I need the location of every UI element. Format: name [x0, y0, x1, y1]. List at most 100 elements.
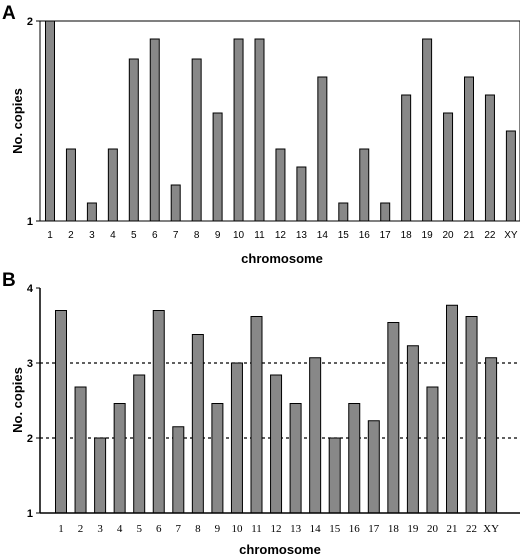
panel-b-bar-chr-6	[152, 310, 165, 514]
panel-b-x-tick-label: 3	[97, 523, 103, 535]
panel-b-bar-chr-10	[230, 362, 243, 514]
panel-a-x-tick-label: 13	[296, 230, 308, 241]
panel-b-x-tick-label: 2	[78, 523, 84, 535]
panel-a-x-tick-label: 18	[401, 230, 413, 241]
panel-b-x-tick-label: 14	[310, 523, 322, 535]
panel-b-bar-chr-3	[94, 437, 107, 514]
panel-b-x-tick-label: 21	[447, 523, 458, 535]
panel-b-bar-chr-2	[74, 386, 87, 514]
panel-a-x-tick-label: 6	[152, 230, 158, 241]
panel-b-x-tick-label: 11	[251, 523, 262, 535]
panel-a-bar-chr-4	[107, 148, 118, 222]
panel-a-bar-chr-8	[191, 58, 202, 222]
panel-a-bar-chr-3	[86, 202, 97, 222]
panel-b-x-tick-label: 6	[156, 523, 162, 535]
panel-a-bar-chr-17	[380, 202, 391, 222]
panel-b-bar-chr-1	[55, 310, 67, 514]
panel-b-x-tick-label: 4	[117, 523, 123, 535]
panel-a-x-tick-label: 3	[89, 230, 95, 241]
panel-a-bar-chr-10	[233, 38, 244, 222]
panel-a-x-tick-label: 10	[233, 230, 245, 241]
panel-a-x-tick-label: 9	[215, 230, 221, 241]
panel-a-x-tick-label: 2	[68, 230, 74, 241]
panel-a-x-axis-label: chromosome	[241, 251, 323, 266]
panel-b-x-tick-label: 20	[427, 523, 439, 535]
panel-a-bar-chr-9	[212, 112, 223, 222]
panel-a-bar-chr-1	[45, 20, 55, 222]
panel-b-x-tick-label: 1	[58, 523, 64, 535]
panel-b-bar-chr-19	[406, 345, 419, 514]
panel-a-bar-chr-XY	[505, 130, 516, 222]
panel-b-x-tick-label: 19	[407, 523, 419, 535]
panel-b-x-axis-label: chromosome	[239, 542, 321, 557]
panel-b-bar-chr-15	[328, 437, 341, 514]
panel-a-x-tick-label: 5	[131, 230, 137, 241]
panel-b-bar-chr-12	[270, 374, 283, 514]
panel-a-bar-chr-7	[170, 184, 181, 222]
panel-a-bar-chr-11	[254, 38, 265, 222]
panel-b-x-tick-label: 15	[329, 523, 341, 535]
panel-a-bar-chr-6	[149, 38, 160, 222]
panel-b-bar-chr-22	[465, 316, 478, 514]
chart-panel-a: No. copies chromosome 1 2 3 4 5 6 7 8 9 10 11 12 13 1…	[10, 16, 520, 266]
panel-b-bar-chr-4	[113, 403, 126, 514]
panel-a-x-tick-label: 17	[380, 230, 392, 241]
panel-a-y-tick-label: 2	[27, 16, 33, 28]
panel-a-x-tick-label: 20	[442, 230, 454, 241]
panel-b-x-tick-label: 12	[271, 523, 282, 535]
panel-a-x-tick-label: 21	[463, 230, 475, 241]
panel-b-y-axis-label: No. copies	[10, 367, 25, 433]
panel-a-bar-chr-13	[296, 166, 307, 222]
panel-a-y-axis-label: No. copies	[10, 88, 25, 154]
panel-a-x-tick-label: 19	[422, 230, 434, 241]
panel-b-x-tick-label: 5	[136, 523, 142, 535]
panel-a-x-tick-label: 4	[110, 230, 116, 241]
panel-b-y-tick-label: 2	[27, 433, 33, 445]
panel-a-bar-chr-21	[464, 76, 474, 222]
panel-a-y-tick-label: 1	[27, 216, 33, 228]
panel-a-x-tick-label: XY	[504, 230, 518, 241]
panel-b-bar-chr-13	[289, 403, 302, 514]
panel-b-y-tick-label: 3	[27, 358, 33, 370]
panel-b-x-tick-label: 8	[195, 523, 201, 535]
panel-b-bar-chr-8	[191, 334, 204, 514]
panel-b-x-tick-label: 10	[231, 523, 243, 535]
panel-a-x-tick-label: 11	[254, 230, 265, 241]
panel-b-x-tick-label: 18	[388, 523, 400, 535]
panel-b-bar-chr-16	[348, 403, 361, 514]
panel-b-x-tick-label: 9	[215, 523, 221, 535]
panel-b-bar-chr-11	[250, 316, 263, 514]
panel-a-x-tick-label: 14	[317, 230, 329, 241]
panel-a-x-tick-label: 7	[173, 230, 179, 241]
panel-b-bar-chr-9	[211, 403, 224, 514]
panel-a-x-tick-label: 22	[484, 230, 496, 241]
panel-a-bar-chr-16	[359, 148, 370, 222]
panel-b-bar-chr-21	[446, 304, 458, 514]
panel-a-bar-chr-15	[338, 202, 349, 222]
panel-b-bar-chr-18	[387, 322, 400, 514]
panel-b-y-tick-label: 1	[27, 508, 33, 520]
chart-panel-b: No. copies chromosome 1 2 3 4 5 6 7 8 9 10 11 12 13 1…	[10, 283, 520, 557]
panel-b-y-tick-label: 4	[27, 283, 34, 295]
panel-a-x-tick-label: 12	[275, 230, 287, 241]
panel-a-letter: A	[2, 3, 16, 24]
panel-b-x-tick-label: 17	[368, 523, 380, 535]
panel-b-x-tick-label: 22	[466, 523, 477, 535]
panel-b-x-tick-label: 7	[176, 523, 182, 535]
panel-a-bar-chr-18	[401, 94, 412, 222]
panel-a-bar-chr-19	[422, 38, 433, 222]
panel-a-x-tick-label: 16	[359, 230, 371, 241]
panel-b-bar-chr-14	[309, 357, 322, 514]
panel-b-x-tick-label: XY	[483, 523, 499, 535]
panel-b-letter: B	[2, 270, 16, 291]
panel-a-bar-chr-22	[484, 94, 495, 222]
panel-a-bar-chr-20	[443, 112, 454, 222]
panel-a-bar-chr-5	[128, 58, 139, 222]
panel-b-x-tick-label: 16	[349, 523, 361, 535]
panel-b-bar-chr-5	[133, 374, 146, 514]
panel-a-x-tick-label: 8	[194, 230, 200, 241]
panel-a-plot-frame	[39, 20, 520, 222]
panel-b-bar-chr-17	[367, 420, 380, 514]
panel-a-bar-chr-12	[275, 148, 286, 222]
